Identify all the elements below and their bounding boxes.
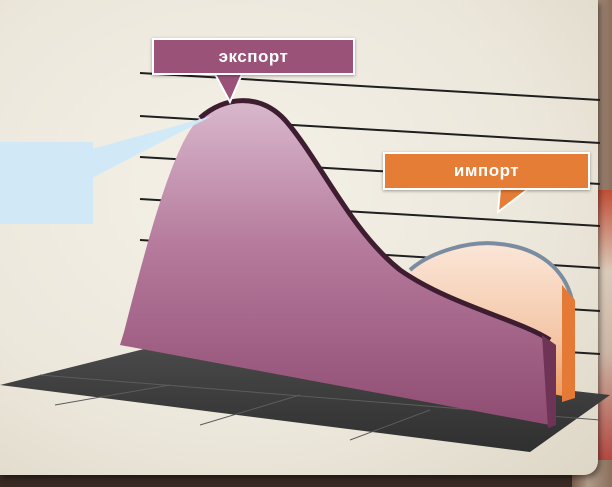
export-area-rim xyxy=(198,98,552,343)
import-label: импорт xyxy=(383,152,590,190)
floor-line xyxy=(54,384,171,406)
side-callout-panel xyxy=(0,142,93,224)
import-label-text: импорт xyxy=(453,161,520,180)
side-panel-pointer xyxy=(88,116,212,180)
gridline xyxy=(139,72,601,101)
export-pointer xyxy=(214,73,243,105)
chart-floor xyxy=(0,345,610,452)
export-label: экспорт xyxy=(152,38,355,75)
export-label-text: экспорт xyxy=(218,46,289,66)
floor-line xyxy=(349,409,431,441)
floor-line xyxy=(199,394,301,426)
export-area-side xyxy=(542,335,556,428)
export-area xyxy=(120,100,550,426)
import-area-rim xyxy=(408,241,574,301)
import-pointer xyxy=(496,188,529,215)
import-area-side xyxy=(562,285,575,402)
